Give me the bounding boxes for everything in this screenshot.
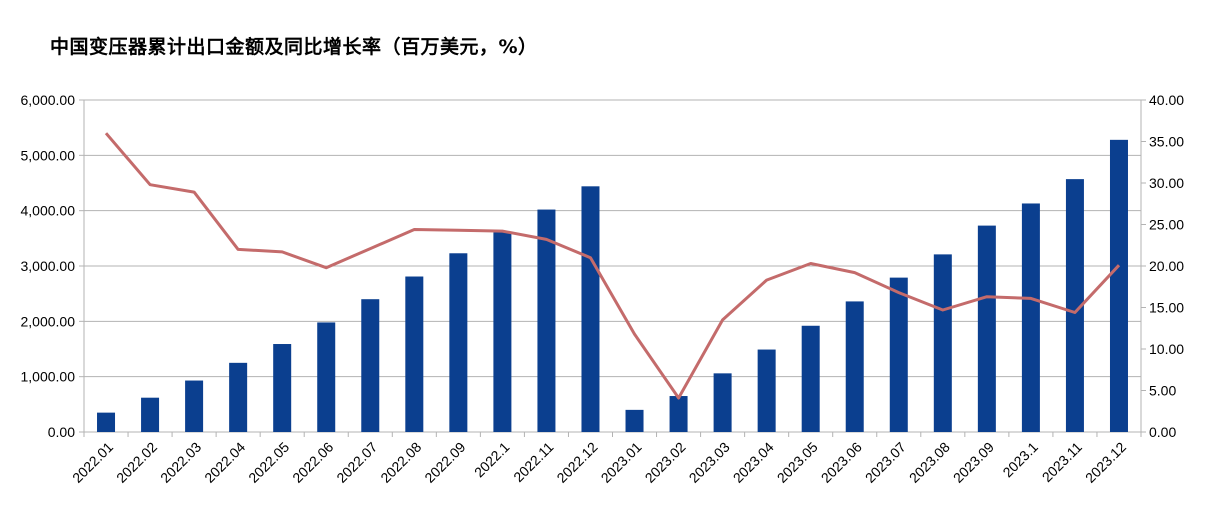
y-left-tick-label: 3,000.00 <box>21 258 76 274</box>
bar <box>493 232 512 432</box>
x-tick-label: 2022.02 <box>113 439 160 486</box>
bar <box>713 373 732 432</box>
x-tick-label: 2022.07 <box>333 439 380 486</box>
x-tick-label: 2023.11 <box>1039 439 1086 486</box>
bar <box>229 362 248 432</box>
y-left-tick-label: 0.00 <box>48 424 75 440</box>
bar <box>185 380 204 432</box>
x-tick-label: 2022.01 <box>69 439 116 486</box>
bar <box>977 225 996 432</box>
left-axis-ticks: 0.00 1,000.00 2,000.00 3,000.00 4,000.00 5,00… <box>21 92 84 440</box>
y-right-tick-label: 30.00 <box>1149 175 1184 191</box>
bar <box>1109 139 1128 432</box>
bar <box>669 396 688 432</box>
x-tick-label: 2023.09 <box>950 439 997 486</box>
x-tick-label: 2023.1 <box>999 439 1041 481</box>
right-axis-ticks: 0.00 5.00 10.00 15.00 20.00 25.00 30.00 35.00 40… <box>1141 92 1184 440</box>
x-tick-label: 2023.06 <box>818 439 865 486</box>
x-tick-label: 2022.11 <box>510 439 557 486</box>
bar <box>273 344 292 432</box>
x-tick-label: 2023.05 <box>774 439 821 486</box>
x-tick-label: 2023.01 <box>598 439 645 486</box>
x-tick-label: 2023.04 <box>730 439 777 486</box>
x-tick-label: 2022.12 <box>554 439 601 486</box>
x-tick-label: 2022.04 <box>201 439 248 486</box>
bar <box>317 322 336 432</box>
y-right-tick-label: 20.00 <box>1149 258 1184 274</box>
x-tick-label: 2023.12 <box>1082 439 1129 486</box>
bar <box>845 301 864 432</box>
bar <box>581 186 600 432</box>
bar <box>1021 203 1040 432</box>
x-tick-label: 2023.03 <box>686 439 733 486</box>
bar <box>361 299 380 432</box>
y-right-tick-label: 35.00 <box>1149 134 1184 150</box>
y-left-tick-label: 1,000.00 <box>21 369 76 385</box>
bar <box>757 349 776 432</box>
bar <box>141 397 160 432</box>
y-right-tick-label: 40.00 <box>1149 92 1184 108</box>
x-tick-label: 2022.1 <box>471 439 513 481</box>
x-tick-label: 2023.08 <box>906 439 953 486</box>
y-left-tick-label: 2,000.00 <box>21 313 76 329</box>
bar <box>449 253 468 432</box>
bar-series <box>97 139 1128 432</box>
bar <box>625 409 644 432</box>
bar <box>1065 179 1084 432</box>
x-tick-label: 2022.08 <box>377 439 424 486</box>
bar <box>889 277 908 432</box>
x-tick-label: 2022.09 <box>421 439 468 486</box>
x-tick-label: 2022.05 <box>245 439 292 486</box>
x-tick-label: 2023.07 <box>862 439 909 486</box>
y-right-tick-label: 5.00 <box>1149 383 1176 399</box>
y-right-tick-label: 10.00 <box>1149 341 1184 357</box>
chart-title: 中国变压器累计出口金额及同比增长率（百万美元，%） <box>50 36 538 58</box>
y-right-tick-label: 25.00 <box>1149 217 1184 233</box>
bar <box>801 325 820 432</box>
y-right-tick-label: 15.00 <box>1149 300 1184 316</box>
x-axis-ticks: 2022.012022.022022.032022.042022.052022.… <box>69 439 1129 486</box>
x-tick-label: 2022.06 <box>289 439 336 486</box>
bar <box>97 412 116 432</box>
y-right-tick-label: 0.00 <box>1149 424 1176 440</box>
y-left-tick-label: 5,000.00 <box>21 147 76 163</box>
line-path <box>104 132 1121 400</box>
x-tick-label: 2022.03 <box>157 439 204 486</box>
x-tick-label: 2023.02 <box>642 439 689 486</box>
bar <box>405 276 424 432</box>
line-series <box>104 132 1121 400</box>
bar <box>933 254 952 432</box>
y-left-tick-label: 6,000.00 <box>21 92 76 108</box>
bar <box>537 209 556 432</box>
y-left-tick-label: 4,000.00 <box>21 203 76 219</box>
